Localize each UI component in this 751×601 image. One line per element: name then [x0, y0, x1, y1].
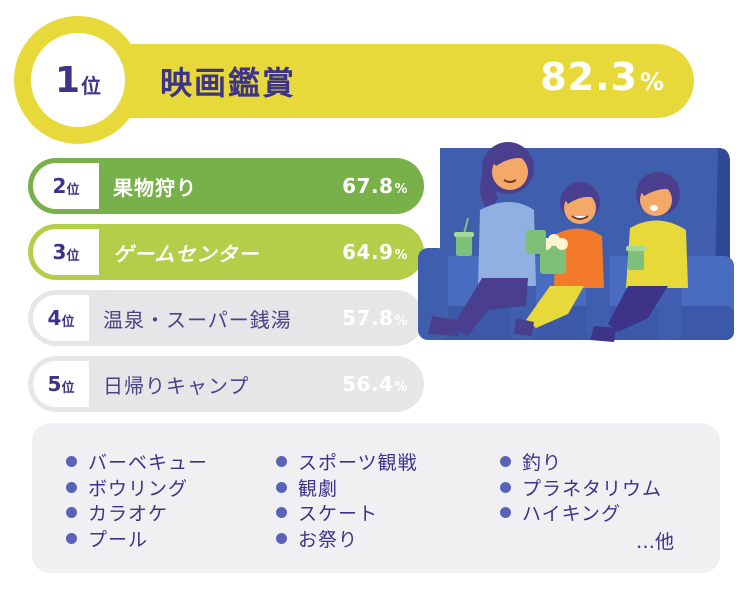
popcorn-icon — [540, 246, 566, 274]
rank-3-number: 3 — [52, 240, 67, 264]
bullet-dot-icon — [500, 507, 511, 519]
movie-theater-family-illustration — [418, 142, 734, 342]
rank-3-percent: 64.9% — [342, 240, 408, 264]
list-item-label: 観劇 — [298, 477, 339, 500]
list-item: スポーツ観戦 — [276, 449, 418, 475]
rank-5-percent: 56.4% — [342, 372, 408, 396]
etc-label: …他 — [636, 531, 675, 553]
list-item-label: プール — [88, 528, 149, 551]
bullet-dot-icon — [500, 481, 511, 493]
drink-cup-icon — [628, 248, 644, 270]
list-item: カラオケ — [66, 500, 208, 526]
rank-5-suffix: 位 — [61, 380, 75, 396]
list-item: 観劇 — [276, 475, 418, 501]
rank-1-number: 1 — [54, 59, 81, 101]
bullet-dot-icon — [66, 532, 77, 544]
rank-1-label: 映画鑑賞 — [160, 64, 297, 102]
rank-5-label: 日帰りキャンプ — [103, 373, 250, 398]
list-item: スケート — [276, 500, 418, 526]
list-item: プラネタリウム — [500, 475, 662, 501]
rank-4-number: 4 — [47, 306, 62, 330]
list-item: 釣り — [500, 449, 662, 475]
mother-body-icon — [478, 202, 536, 286]
other-activities-panel: バーベキュー ボウリング カラオケ プール スポーツ観戦 観劇 スケート お祭り… — [32, 423, 720, 573]
other-activities-column-1: バーベキュー ボウリング カラオケ プール — [66, 449, 208, 551]
bullet-dot-icon — [276, 481, 287, 493]
rank-2-label: 果物狩り — [113, 175, 197, 200]
rank-2-percent: 67.8% — [342, 174, 408, 198]
rank-2-percent-unit: % — [394, 182, 408, 197]
bullet-dot-icon — [66, 456, 77, 468]
list-item: ハイキング — [500, 500, 662, 526]
rank-2-suffix: 位 — [66, 182, 80, 198]
bullet-dot-icon — [276, 507, 287, 519]
bullet-dot-icon — [276, 456, 287, 468]
bullet-dot-icon — [66, 481, 77, 493]
rank-3-percent-value: 64.9 — [342, 240, 394, 264]
rank-4-percent-unit: % — [394, 314, 408, 329]
list-item-label: スポーツ観戦 — [298, 452, 418, 475]
list-item: バーベキュー — [66, 449, 208, 475]
list-item-label: 釣り — [522, 452, 563, 475]
bullet-dot-icon — [276, 532, 287, 544]
rank-5-percent-value: 56.4 — [342, 372, 394, 396]
child2-body-icon — [626, 220, 688, 288]
rank-3-percent-unit: % — [394, 248, 408, 263]
rank-1-percent: 82.3% — [540, 55, 665, 99]
rank-2-number: 2 — [52, 174, 67, 198]
mother-face-icon — [492, 154, 528, 190]
list-item-label: カラオケ — [88, 503, 169, 526]
rank-5-percent-unit: % — [394, 380, 408, 395]
list-item-label: ボウリング — [88, 477, 189, 500]
rank-4-suffix: 位 — [61, 314, 75, 330]
rank-3-label: ゲームセンター — [113, 241, 260, 266]
list-item: ボウリング — [66, 475, 208, 501]
list-item: プール — [66, 526, 208, 552]
bullet-dot-icon — [66, 507, 77, 519]
rank-1-percent-value: 82.3 — [540, 55, 638, 99]
list-item-label: お祭り — [298, 528, 359, 551]
list-item-label: ハイキング — [522, 503, 622, 526]
other-activities-column-2: スポーツ観戦 観劇 スケート お祭り — [276, 449, 418, 551]
list-item-label: プラネタリウム — [522, 477, 663, 500]
rank-4-label: 温泉・スーパー銭湯 — [103, 307, 292, 332]
list-item: お祭り — [276, 526, 418, 552]
rank-1-suffix: 位 — [81, 73, 102, 98]
rank-3-suffix: 位 — [66, 248, 80, 264]
other-activities-column-3: 釣り プラネタリウム ハイキング — [500, 449, 662, 526]
bullet-dot-icon — [500, 456, 511, 468]
rank-2-percent-value: 67.8 — [342, 174, 394, 198]
rank-1-badge: 1 位 — [14, 16, 142, 144]
list-item-label: バーベキュー — [88, 452, 209, 475]
list-item-label: スケート — [298, 503, 379, 526]
drink-cup-icon — [456, 234, 472, 256]
rank-1-percent-unit: % — [639, 68, 665, 96]
rank-4-percent: 57.8% — [342, 306, 408, 330]
rank-5-number: 5 — [47, 372, 62, 396]
rank-1-bar — [60, 44, 694, 118]
rank-4-percent-value: 57.8 — [342, 306, 394, 330]
